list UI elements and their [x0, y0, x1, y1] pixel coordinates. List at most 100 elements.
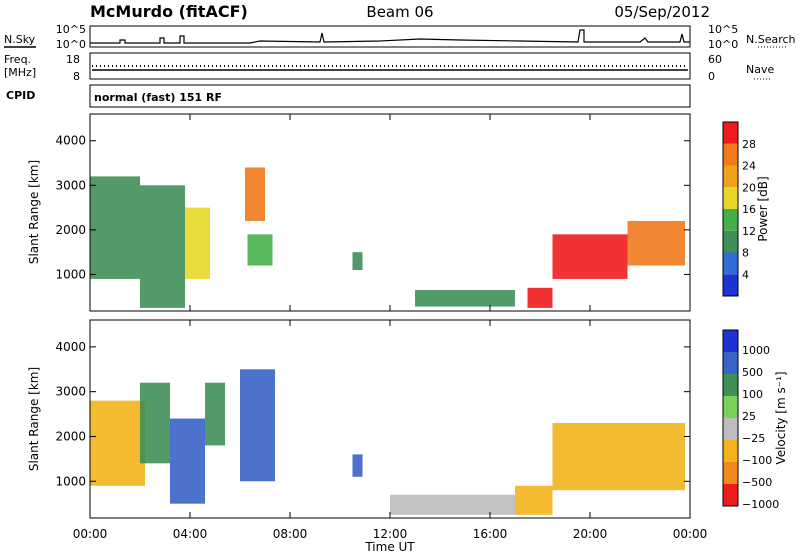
freq-top-tick: 18 [66, 53, 80, 66]
heatmap-region [140, 382, 170, 464]
y-tick-label: 1000 [55, 267, 86, 281]
colorbar-swatch [723, 143, 738, 166]
heatmap-region [527, 287, 553, 308]
heatmap-region [552, 423, 685, 491]
freq-bottom-tick: 8 [73, 70, 80, 83]
nsearch-top-tick: 10^5 [708, 23, 738, 36]
nsky-panel [89, 25, 691, 48]
y-tick-label: 4000 [55, 340, 86, 354]
colorbar-tick-label: −500 [742, 476, 772, 489]
heatmap-region [627, 220, 685, 266]
colorbar-tick-label: 16 [742, 203, 756, 216]
colorbar-tick-label: 24 [742, 160, 756, 173]
colorbar-swatch [723, 122, 738, 144]
freq-label: Freq. [4, 53, 31, 66]
y-tick-label: 1000 [55, 474, 86, 488]
power-axes: 1000 2000 3000 4000 [55, 114, 691, 311]
colorbar-tick-label: −1000 [742, 498, 779, 511]
colorbar-tick-label: −100 [742, 454, 772, 467]
cpid-label: CPID [6, 89, 35, 102]
y-tick-label: 3000 [55, 385, 86, 399]
colorbar-swatch [723, 187, 738, 209]
heatmap-region [90, 176, 140, 279]
colorbar-swatch [723, 209, 738, 231]
colorbar-tick-label: −25 [742, 432, 765, 445]
colorbar-tick-label: 28 [742, 138, 756, 151]
colorbar-tick-label: 1000 [742, 344, 770, 357]
velocity-colorbar-scale: 1000 500 100 25 −25 −100 −500 −1000 [723, 330, 779, 511]
velocity-heatmap [90, 369, 685, 515]
heatmap-region [515, 485, 553, 515]
colorbar-swatch [723, 165, 738, 188]
date-title: 05/Sep/2012 [614, 3, 710, 21]
colorbar-swatch [723, 418, 738, 440]
nave-bottom-tick: 0 [708, 70, 715, 83]
cpid-panel [89, 84, 691, 108]
heatmap-region [415, 290, 515, 307]
heatmap-region [552, 234, 628, 279]
heatmap-region [352, 454, 363, 477]
x-tick-label: 12:00 [373, 527, 408, 541]
nave-top-tick: 60 [708, 53, 722, 66]
heatmap-region [205, 382, 225, 446]
heatmap-region [170, 418, 205, 504]
x-tick-label: 20:00 [573, 527, 608, 541]
colorbar-swatch [723, 252, 738, 275]
power-colorbar-label: Power [dB] [756, 176, 770, 241]
colorbar-tick-label: 12 [742, 225, 756, 238]
station-title: McMurdo (fitACF) [90, 2, 248, 21]
nsearch-label: N.Search [746, 33, 796, 46]
nsearch-bottom-tick: 10^0 [708, 38, 738, 51]
x-tick-label: 08:00 [273, 527, 308, 541]
colorbar-swatch [723, 274, 738, 296]
x-tick-label: 00:00 [673, 527, 708, 541]
y-tick-label: 3000 [55, 178, 86, 192]
y-tick-label: 2000 [55, 429, 86, 443]
nsky-bottom-tick: 10^0 [56, 38, 86, 51]
velocity-ylabel: Slant Range [km] [27, 367, 41, 471]
heatmap-region [247, 234, 273, 266]
y-tick-label: 4000 [55, 134, 86, 148]
colorbar-tick-label: 25 [742, 410, 756, 423]
colorbar-swatch [723, 352, 738, 374]
x-tick-label: 00:00 [73, 527, 108, 541]
heatmap-region [245, 167, 265, 221]
x-tick-label: 04:00 [173, 527, 208, 541]
colorbar-swatch [723, 396, 738, 418]
y-tick-label: 2000 [55, 223, 86, 237]
nsky-label: N.Sky [4, 33, 36, 46]
heatmap-region [90, 400, 145, 486]
velocity-colorbar [722, 329, 739, 507]
colorbar-swatch [723, 462, 738, 484]
heatmap-region [390, 494, 515, 515]
colorbar-tick-label: 4 [742, 268, 749, 281]
heatmap-region [185, 207, 210, 279]
colorbar-tick-label: 100 [742, 388, 763, 401]
colorbar-swatch [723, 484, 738, 506]
beam-title: Beam 06 [366, 3, 433, 21]
nsky-trace [90, 29, 690, 44]
colorbar-swatch [723, 330, 738, 352]
cpid-value: normal (fast) 151 RF [94, 91, 222, 104]
power-ylabel: Slant Range [km] [27, 160, 41, 264]
colorbar-swatch [723, 230, 738, 253]
nsky-top-tick: 10^5 [56, 23, 86, 36]
colorbar-tick-label: 500 [742, 366, 763, 379]
heatmap-region [352, 252, 363, 270]
nave-label: Nave [746, 63, 774, 76]
freq-unit: [MHz] [4, 66, 36, 79]
heatmap-region [240, 369, 275, 482]
time-axis-title: Time UT [364, 540, 415, 554]
x-tick-label: 16:00 [473, 527, 508, 541]
colorbar-tick-label: 20 [742, 181, 756, 194]
power-colorbar-scale: 4 8 12 16 20 24 28 [723, 122, 756, 296]
power-heatmap [90, 167, 685, 308]
colorbar-tick-label: 8 [742, 247, 749, 260]
velocity-axes: 1000 2000 3000 4000 [55, 320, 691, 518]
power-colorbar [722, 121, 739, 297]
colorbar-swatch [723, 440, 738, 462]
heatmap-region [140, 185, 185, 308]
velocity-colorbar-label: Velocity [m s⁻¹] [774, 371, 788, 464]
